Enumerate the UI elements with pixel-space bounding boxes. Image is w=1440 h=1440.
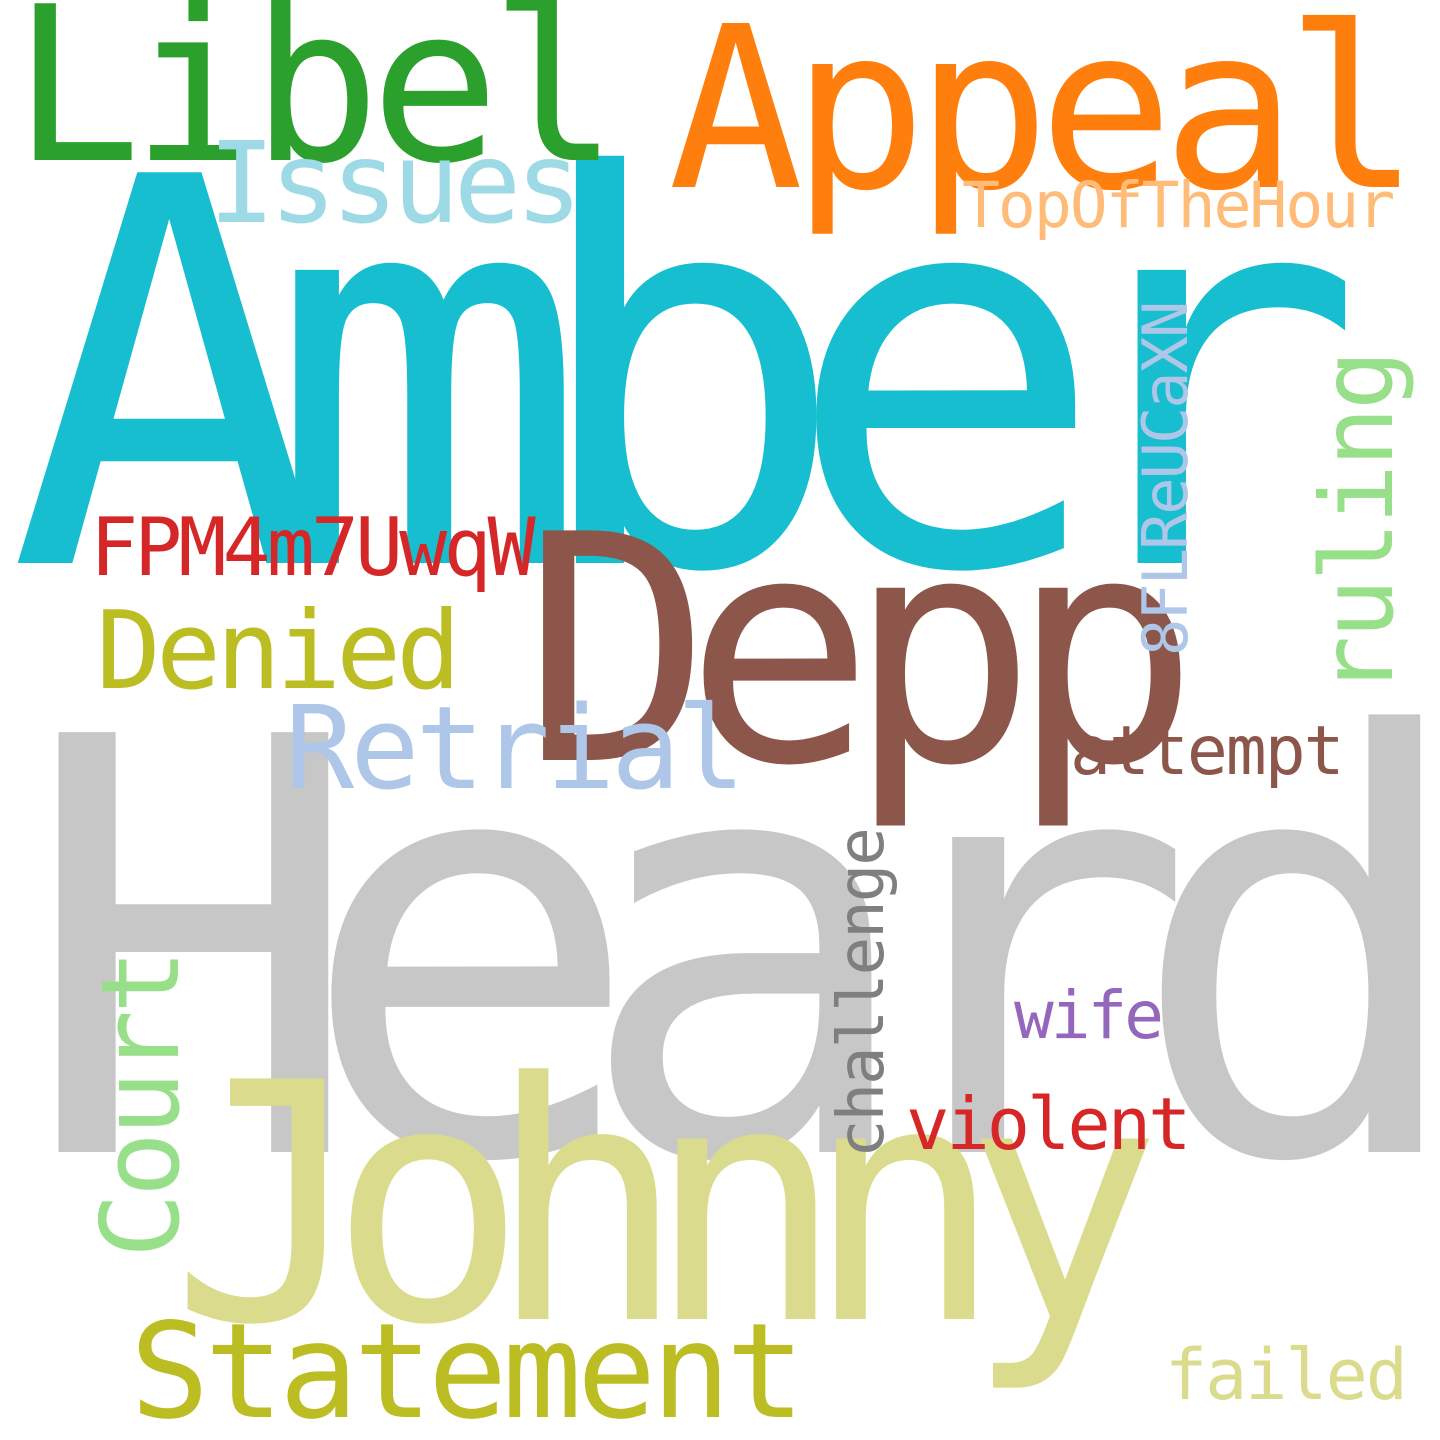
word-challenge: challenge xyxy=(825,829,899,1158)
word-court: Court xyxy=(79,952,204,1258)
word-amber: Amber xyxy=(8,66,1365,690)
word-statement: Statement xyxy=(130,1295,805,1440)
word-fpm4m7uwqw: FPM4m7UwqW xyxy=(90,501,536,594)
word-failed: failed xyxy=(1165,1334,1408,1416)
word-attempt: attempt xyxy=(1070,712,1345,791)
word-ruling: ruling xyxy=(1299,352,1416,696)
word-8flreucaxn: 8FLReUCaXN xyxy=(1129,302,1202,656)
word-libel: Libel xyxy=(12,0,619,211)
word-issues: Issues xyxy=(208,119,583,249)
word-johnny: Johnny xyxy=(170,1013,1162,1397)
word-violent: violent xyxy=(906,1082,1191,1166)
word-depp: Depp xyxy=(522,469,1200,835)
word-heard: Heard xyxy=(20,617,1440,1288)
word-denied: Denied xyxy=(96,589,461,714)
word-retrial: Retrial xyxy=(285,682,746,816)
word-appeal: Appeal xyxy=(668,0,1421,241)
word-topofthehour: TopOfTheHour xyxy=(962,169,1395,242)
word-wife: wife xyxy=(1014,977,1164,1054)
